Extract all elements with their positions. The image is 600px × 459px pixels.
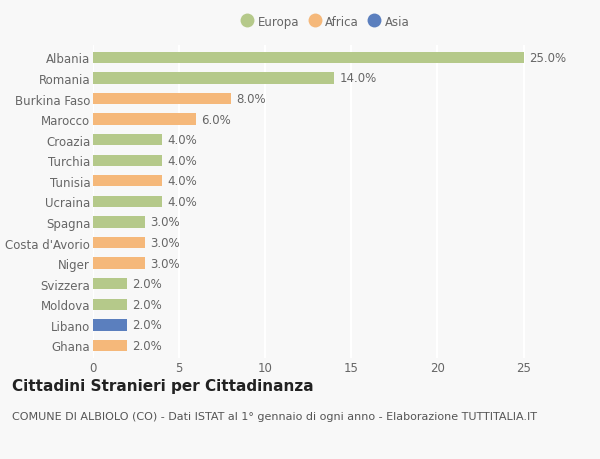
Bar: [93, 279, 127, 290]
Text: 3.0%: 3.0%: [150, 216, 179, 229]
Bar: [93, 134, 162, 146]
Bar: [93, 73, 334, 84]
Bar: [93, 258, 145, 269]
Bar: [93, 340, 127, 351]
Bar: [93, 94, 231, 105]
Bar: [93, 217, 145, 228]
Legend: Europa, Africa, Asia: Europa, Africa, Asia: [241, 16, 410, 29]
Text: 8.0%: 8.0%: [236, 93, 266, 106]
Text: 4.0%: 4.0%: [167, 134, 197, 147]
Bar: [93, 299, 127, 310]
Text: 4.0%: 4.0%: [167, 196, 197, 208]
Text: 14.0%: 14.0%: [339, 72, 377, 85]
Bar: [93, 53, 524, 64]
Text: 2.0%: 2.0%: [133, 278, 163, 291]
Text: 2.0%: 2.0%: [133, 319, 163, 332]
Text: 25.0%: 25.0%: [529, 52, 566, 65]
Bar: [93, 114, 196, 125]
Bar: [93, 196, 162, 207]
Text: 6.0%: 6.0%: [202, 113, 231, 126]
Bar: [93, 319, 127, 331]
Text: 4.0%: 4.0%: [167, 154, 197, 168]
Text: 3.0%: 3.0%: [150, 257, 179, 270]
Bar: [93, 237, 145, 249]
Text: 2.0%: 2.0%: [133, 298, 163, 311]
Text: COMUNE DI ALBIOLO (CO) - Dati ISTAT al 1° gennaio di ogni anno - Elaborazione TU: COMUNE DI ALBIOLO (CO) - Dati ISTAT al 1…: [12, 411, 537, 421]
Text: 2.0%: 2.0%: [133, 339, 163, 352]
Text: 3.0%: 3.0%: [150, 236, 179, 250]
Text: 4.0%: 4.0%: [167, 175, 197, 188]
Bar: [93, 155, 162, 167]
Bar: [93, 176, 162, 187]
Text: Cittadini Stranieri per Cittadinanza: Cittadini Stranieri per Cittadinanza: [12, 379, 314, 394]
